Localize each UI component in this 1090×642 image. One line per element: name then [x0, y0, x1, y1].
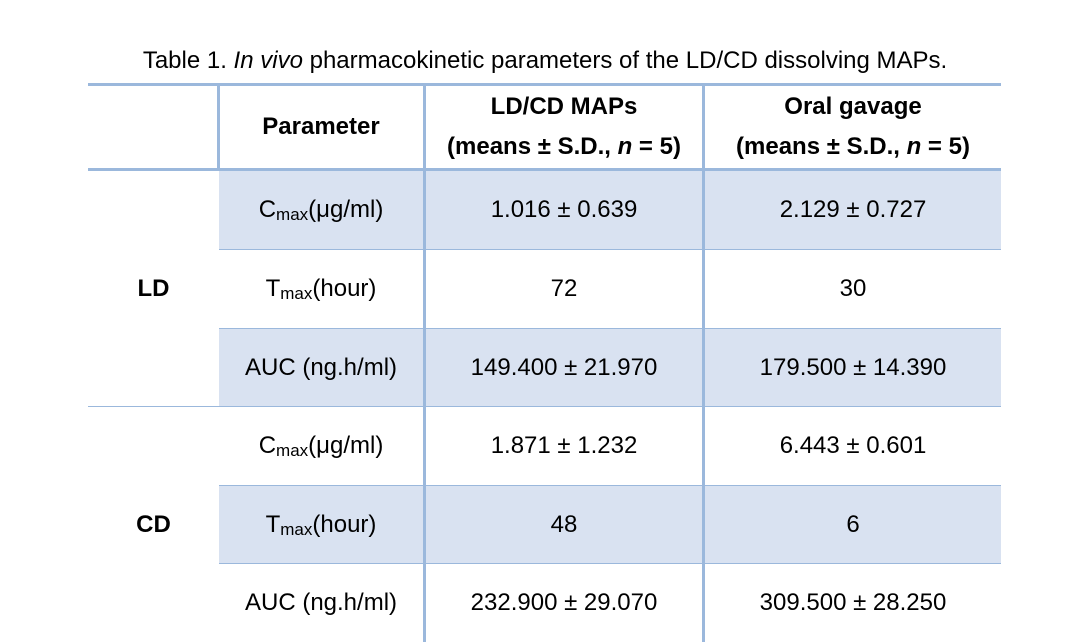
param-sub: max	[276, 205, 309, 224]
header-oral-line1: Oral gavage	[784, 93, 922, 120]
param-rest: (μg/ml)	[308, 196, 384, 223]
header-rule	[88, 168, 1001, 171]
header-maps-line2-a: (means ± S.D.,	[447, 133, 618, 160]
header-maps: LD/CD MAPs (means ± S.D., n = 5)	[426, 86, 702, 168]
group-label-cd: CD	[136, 510, 171, 538]
param-main: T	[265, 275, 281, 302]
param-rest: (hour)	[312, 275, 377, 302]
param-sub: max	[280, 519, 313, 539]
header-parameter-label: Parameter	[262, 113, 380, 140]
caption-suffix: pharmacokinetic parameters of the LD/CD …	[302, 47, 948, 74]
row-rule	[219, 485, 1001, 486]
header-oral: Oral gavage (means ± S.D., n = 5)	[705, 86, 1001, 168]
row-rule	[219, 328, 1001, 329]
group-rule	[88, 406, 1001, 407]
param-main: C	[258, 432, 277, 459]
pharmacokinetic-table: Parameter LD/CD MAPs (means ± S.D., n = …	[88, 83, 1001, 642]
table-cell-oral: 2.129 ± 0.727	[779, 196, 927, 223]
param-main: AUC (ng.h/ml)	[244, 353, 398, 381]
header-maps-n: n	[617, 133, 633, 160]
column-rule	[217, 83, 220, 171]
column-rule	[702, 83, 705, 642]
table-cell-oral: 6.443 ± 0.601	[779, 432, 927, 459]
table-cell-maps: 149.400 ± 21.970	[470, 353, 658, 381]
table-cell-maps: 48	[550, 510, 578, 538]
row-band	[219, 328, 1001, 407]
table-cell-oral: 309.500 ± 28.250	[759, 589, 947, 616]
header-parameter: Parameter	[219, 86, 423, 168]
param-main: AUC (ng.h/ml)	[244, 589, 398, 616]
header-maps-line2: (means ± S.D., n = 5)	[447, 127, 681, 167]
top-rule	[88, 83, 1001, 86]
column-rule	[423, 83, 426, 642]
param-rest: (μg/ml)	[308, 432, 384, 459]
param-main: C	[258, 196, 277, 223]
header-oral-n: n	[906, 133, 922, 160]
table-cell-maps: 232.900 ± 29.070	[470, 589, 658, 616]
param-auc: AUC (ng.h/ml)	[219, 564, 423, 642]
param-sub: max	[280, 284, 313, 303]
caption-italic: In vivo	[233, 47, 303, 74]
table-cell-maps: 1.871 ± 1.232	[490, 432, 638, 459]
header-oral-line2: (means ± S.D., n = 5)	[736, 127, 970, 167]
param-sub: max	[276, 441, 309, 460]
row-rule	[219, 563, 1001, 564]
table-caption: Table 1. In vivo pharmacokinetic paramet…	[0, 46, 1090, 76]
table-cell-oral: 30	[839, 275, 867, 302]
group-label-ld: LD	[137, 274, 170, 302]
table-cell-oral: 6	[846, 510, 860, 538]
row-band	[219, 485, 1001, 564]
row-rule	[219, 249, 1001, 250]
header-oral-line2-a: (means ± S.D.,	[736, 133, 907, 160]
caption-prefix: Table 1.	[142, 47, 234, 74]
param-auc: AUC (ng.h/ml)	[219, 329, 423, 406]
header-oral-line2-b: = 5)	[921, 133, 970, 160]
row-band	[219, 171, 1001, 250]
param-main: T	[265, 510, 281, 538]
header-maps-line1: LD/CD MAPs	[490, 93, 638, 120]
table-cell-oral: 179.500 ± 14.390	[759, 353, 947, 381]
param-rest: (hour)	[312, 510, 377, 538]
table-cell-maps: 1.016 ± 0.639	[490, 196, 638, 223]
header-maps-line2-b: = 5)	[632, 133, 681, 160]
table-cell-maps: 72	[550, 275, 578, 302]
